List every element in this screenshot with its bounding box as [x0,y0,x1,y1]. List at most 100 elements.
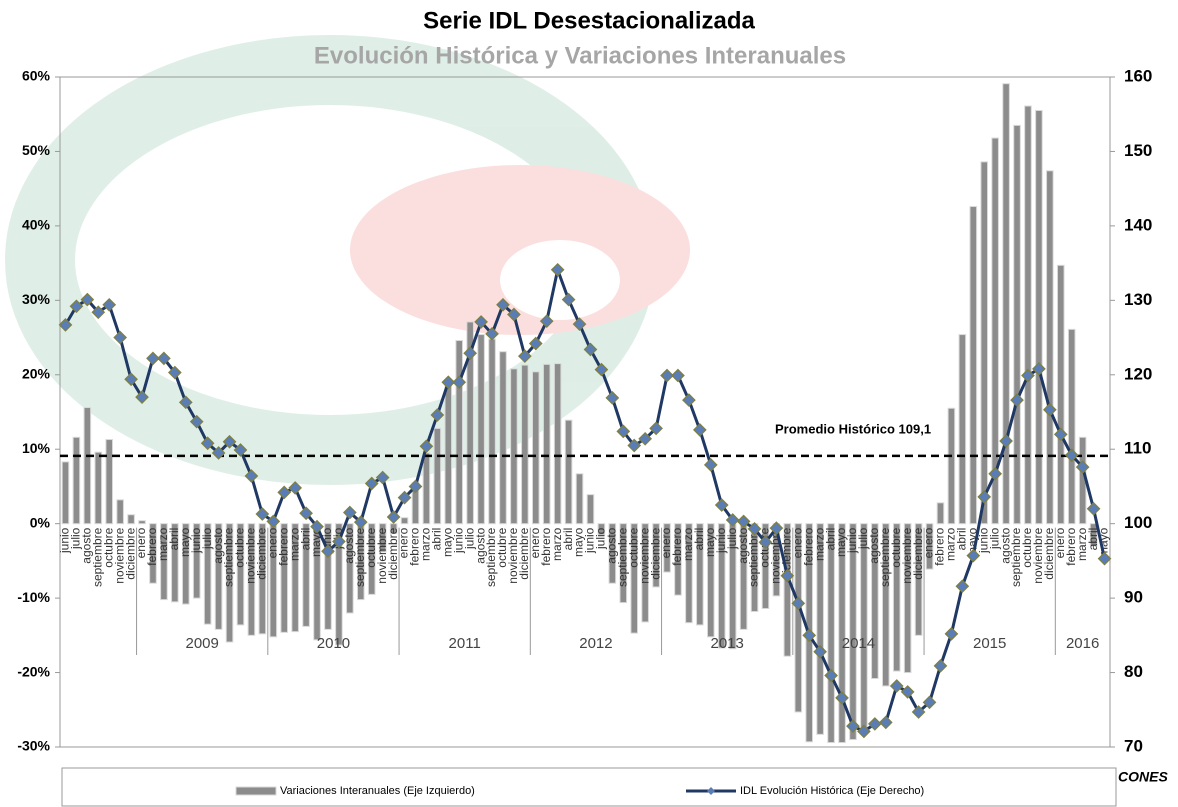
bar [948,408,955,523]
bar [117,500,124,524]
bar [587,495,594,524]
bar [106,440,113,524]
chart-subtitle: Evolución Histórica y Variaciones Intera… [314,42,846,69]
y2-tick-label: 100 [1124,513,1152,532]
line-marker [934,660,946,672]
year-label: 2012 [579,635,612,652]
bar [554,364,561,524]
bar [73,437,80,523]
line-marker [464,347,476,359]
line-marker [902,686,914,698]
bar [478,335,485,524]
y2-tick-label: 80 [1124,662,1143,681]
bar [937,503,944,524]
bar [522,365,529,524]
year-label: 2009 [186,635,219,652]
year-label: 2010 [317,635,350,652]
year-label: 2014 [842,635,875,652]
line-marker [388,511,400,523]
year-label: 2015 [973,635,1006,652]
y2-tick-label: 130 [1124,290,1152,309]
bar [1058,265,1065,523]
y2-tick-label: 160 [1124,66,1152,85]
line-marker [705,459,717,471]
line-marker [114,332,126,344]
chart-title: Serie IDL Desestacionalizada [423,7,755,34]
bar [62,462,69,524]
y-tick-label: -20% [17,663,50,679]
bar [959,335,966,524]
y2-tick-label: 120 [1124,364,1152,383]
bar [500,352,507,524]
bar [1003,84,1010,524]
bar [456,341,463,524]
bar [533,372,540,524]
bar [139,521,146,524]
bar [1014,125,1021,523]
bar [1047,171,1054,524]
line-marker [891,680,903,692]
y2-tick-label: 110 [1124,439,1151,458]
bar [401,518,408,524]
bar [434,428,441,523]
line-marker [792,597,804,609]
y-tick-label: -30% [17,738,50,754]
line-marker [1088,503,1100,515]
line-marker [847,720,859,732]
line-marker [1044,404,1056,416]
line-marker [989,468,1001,480]
line-marker [683,394,695,406]
legend-label: Variaciones Interanuales (Eje Izquierdo) [280,785,475,797]
y-tick-label: 60% [22,68,51,84]
line-marker [694,424,706,436]
y2-tick-label: 140 [1124,215,1152,234]
y-tick-label: 50% [22,142,51,158]
bar [511,369,518,524]
bar [1036,111,1043,524]
bar [850,524,857,740]
corner-text: CONES [1118,769,1168,785]
line-marker [825,670,837,682]
line-marker [880,716,892,728]
bar [565,420,572,523]
line-marker [278,486,290,498]
y-tick-label: -10% [17,589,50,605]
bar [84,408,91,524]
bar [970,207,977,524]
bar [1025,106,1032,524]
y-tick-label: 0% [30,514,51,530]
y2-tick-label: 150 [1124,141,1152,160]
line-marker [956,580,968,592]
bar [445,382,452,523]
line-marker [606,392,618,404]
year-label: 2013 [711,635,744,652]
bar [981,162,988,524]
legend [62,768,1116,806]
y-tick-label: 40% [22,217,51,233]
bar [128,515,135,524]
line-marker [1011,394,1023,406]
legend-swatch [236,787,276,795]
average-label: Promedio Histórico 109,1 [775,421,931,436]
line-marker [1000,435,1012,447]
bar [576,474,583,524]
y2-tick-label: 90 [1124,588,1143,607]
watermark [40,70,690,450]
line-marker [672,370,684,382]
bar [1068,329,1075,523]
bar [423,453,430,524]
y-tick-label: 30% [22,291,51,307]
line-marker [1055,428,1067,440]
year-label: 2011 [449,635,481,652]
y-tick-label: 10% [22,440,51,456]
bar [543,364,550,523]
bar [489,339,496,524]
year-label: 2016 [1066,635,1099,652]
line-marker [836,692,848,704]
y2-tick-label: 70 [1124,736,1143,755]
y-tick-label: 20% [22,365,51,381]
legend-label: IDL Evolución Histórica (Eje Derecho) [740,785,924,797]
line-marker [453,376,465,388]
bar [95,452,102,523]
line-marker [945,628,957,640]
